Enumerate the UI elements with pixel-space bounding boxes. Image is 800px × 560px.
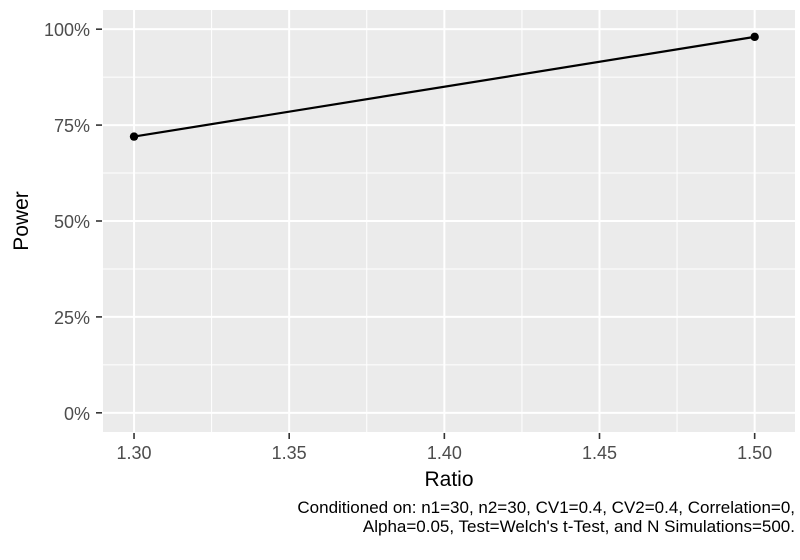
y-tick-label: 100% <box>44 20 90 40</box>
data-point <box>129 132 139 141</box>
y-tick-label: 25% <box>54 308 90 328</box>
x-tick-label: 1.50 <box>737 443 772 463</box>
y-tick-label: 50% <box>54 212 90 232</box>
series-line <box>132 35 756 138</box>
x-tick-label: 1.30 <box>117 443 152 463</box>
data-point <box>750 32 759 42</box>
x-tick-label: 1.40 <box>427 443 462 463</box>
x-tick-label: 1.35 <box>272 443 307 463</box>
x-axis-title: Ratio <box>424 468 474 491</box>
y-tick-label: 0% <box>64 404 90 424</box>
y-axis-title: Power <box>10 191 33 251</box>
x-tick-label: 1.45 <box>582 443 617 463</box>
caption-line-1: Conditioned on: n1=30, n2=30, CV1=0.4, C… <box>297 498 795 517</box>
caption-line-2: Alpha=0.05, Test=Welch's t-Test, and N S… <box>362 517 795 536</box>
y-tick-label: 75% <box>54 116 90 136</box>
chart-caption: Conditioned on: n1=30, n2=30, CV1=0.4, C… <box>297 498 795 536</box>
